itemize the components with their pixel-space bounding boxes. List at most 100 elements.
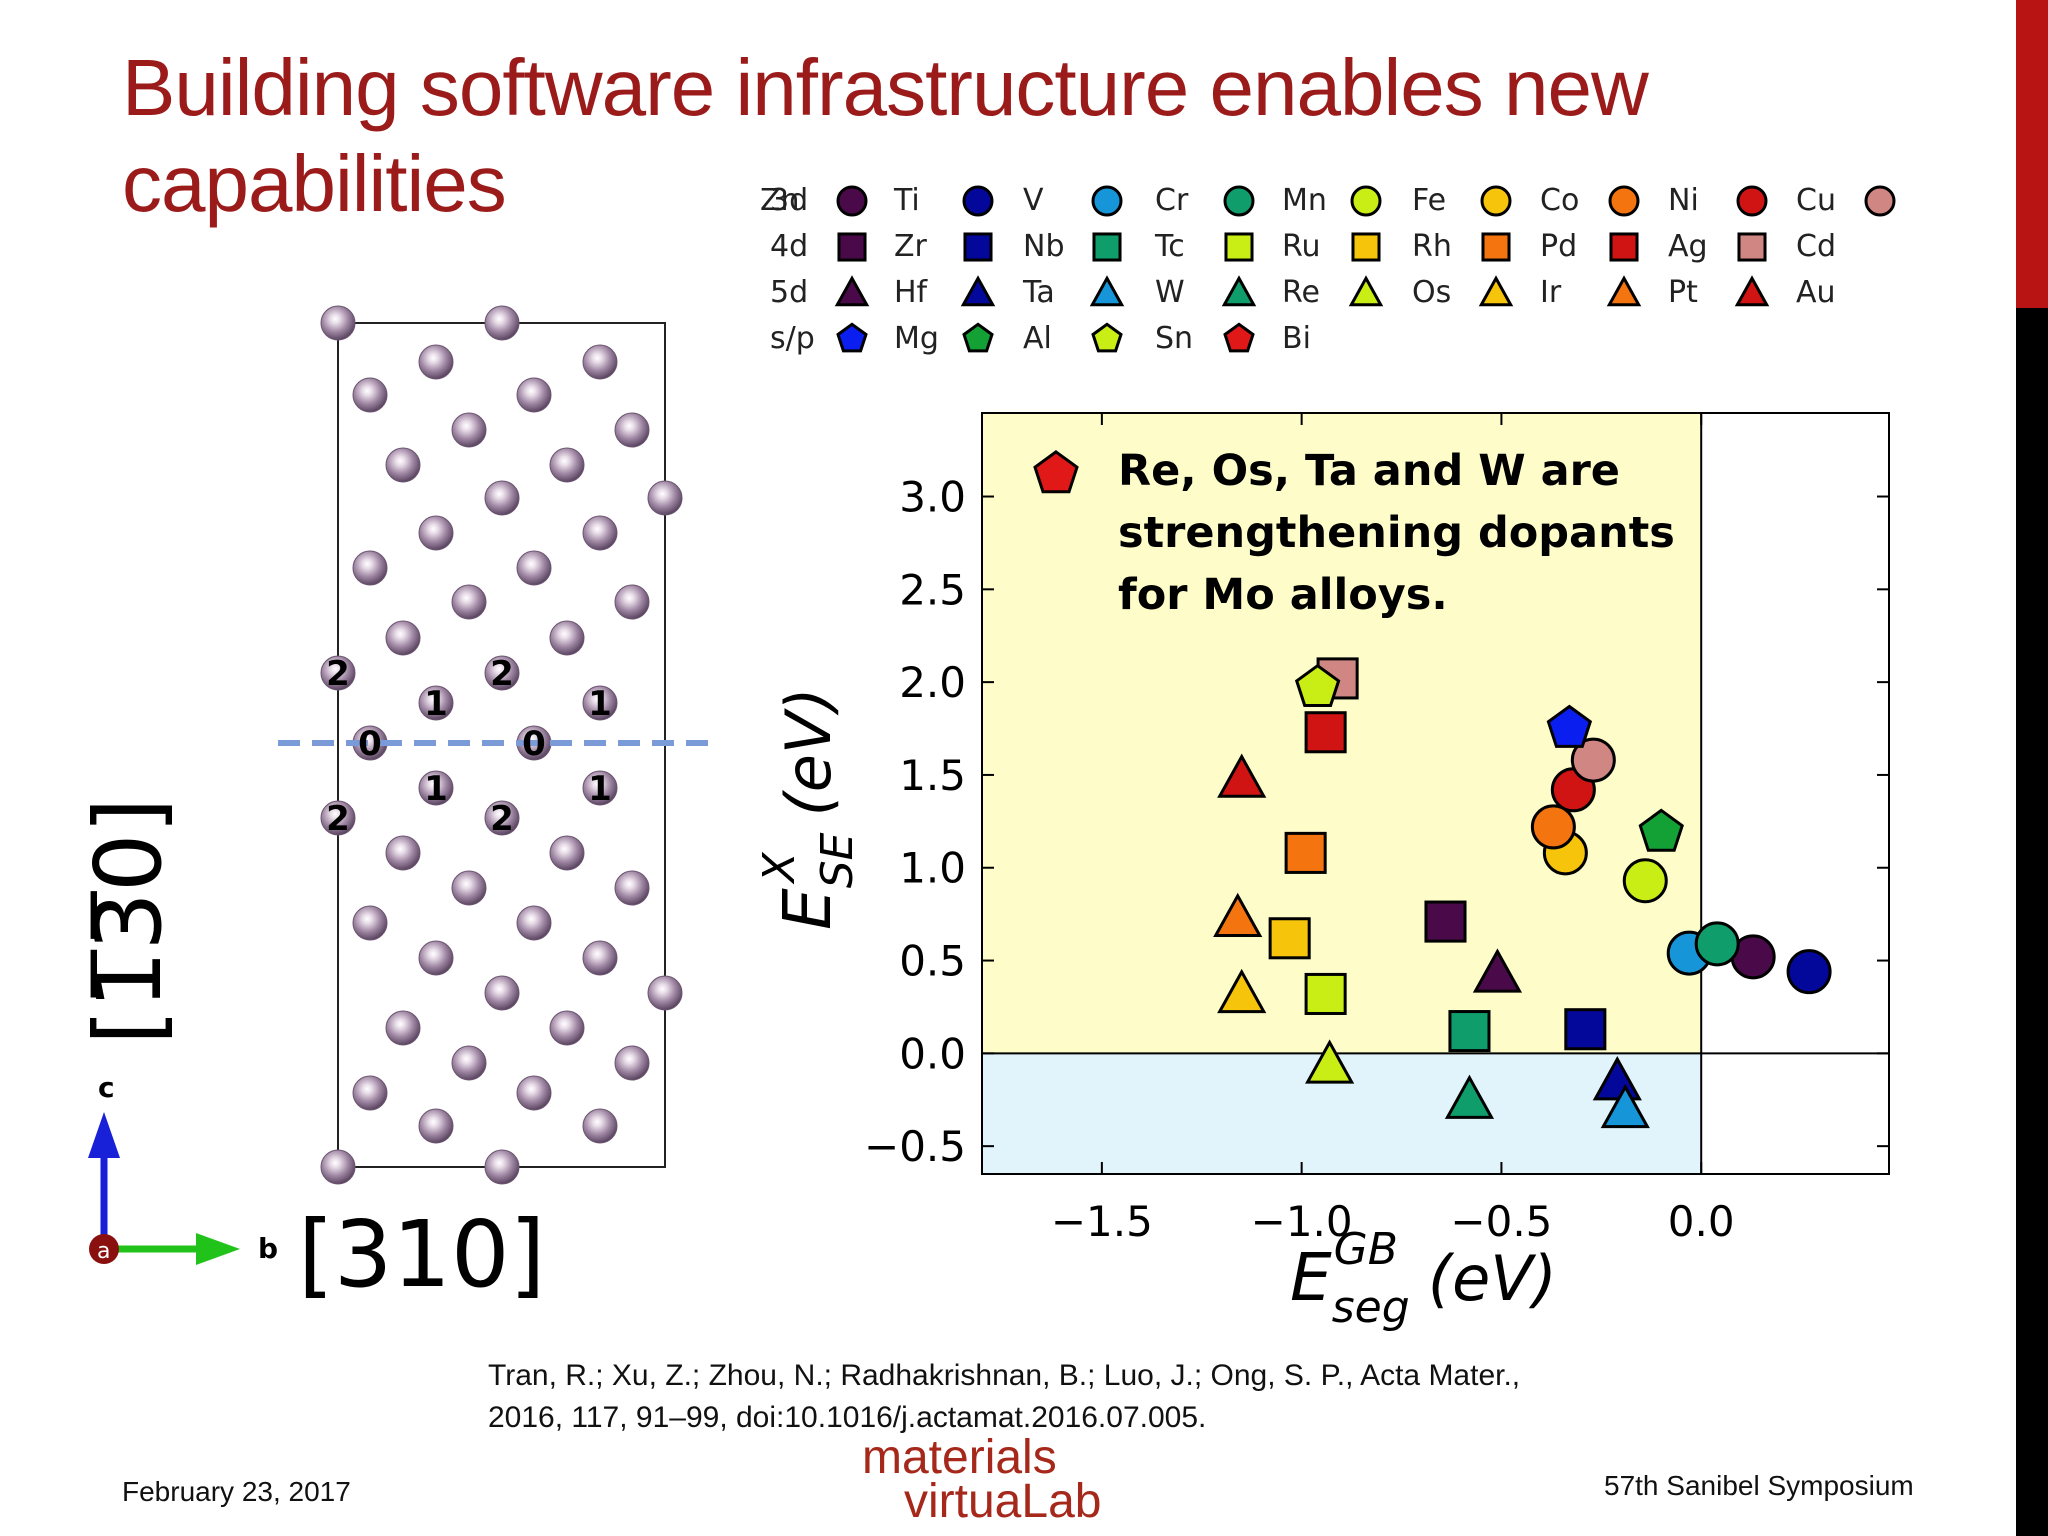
legend-row-label: 4d bbox=[770, 229, 809, 264]
data-point-pt bbox=[1213, 892, 1263, 937]
atom bbox=[484, 1149, 520, 1185]
b-axis-arrowhead bbox=[196, 1233, 240, 1265]
legend-item-ta: Ta bbox=[1023, 275, 1055, 310]
atom bbox=[484, 975, 520, 1011]
data-point-al bbox=[1294, 663, 1341, 707]
atom bbox=[516, 550, 552, 586]
footer-event: 57th Sanibel Symposium bbox=[1604, 1470, 1914, 1501]
atom bbox=[418, 344, 454, 380]
legend-marker bbox=[1224, 232, 1254, 262]
atom bbox=[418, 515, 454, 551]
legend-marker bbox=[1091, 322, 1123, 353]
atom bbox=[484, 800, 520, 836]
atom bbox=[484, 655, 520, 691]
data-point-mg bbox=[1638, 808, 1684, 852]
legend-marker bbox=[1734, 275, 1770, 307]
y-tick-label: 3.0 bbox=[899, 473, 966, 522]
legend-item-tc: Tc bbox=[1155, 229, 1185, 264]
atom bbox=[582, 770, 618, 806]
legend-item-hf: Hf bbox=[894, 275, 928, 310]
legend-item-co: Co bbox=[1540, 183, 1580, 218]
atom bbox=[549, 1010, 585, 1046]
legend-marker bbox=[1480, 185, 1512, 217]
footer-date: February 23, 2017 bbox=[122, 1476, 351, 1507]
negative-region bbox=[982, 1053, 1702, 1174]
legend-item-zr: Zr bbox=[894, 229, 927, 264]
atom bbox=[451, 412, 487, 448]
data-point-co bbox=[1542, 830, 1588, 876]
data-point-tc bbox=[1448, 1010, 1491, 1053]
legend-markers bbox=[834, 185, 1896, 353]
data-point-ag bbox=[1304, 711, 1347, 754]
legend-item-pd: Pd bbox=[1540, 229, 1578, 264]
data-point-mn bbox=[1694, 921, 1740, 967]
atom bbox=[582, 344, 618, 380]
atom bbox=[516, 377, 552, 413]
citation: Tran, R.; Xu, Z.; Zhou, N.; Radhakrishna… bbox=[488, 1355, 1588, 1439]
data-point-pd bbox=[1284, 831, 1327, 874]
atom bbox=[516, 1075, 552, 1111]
atom bbox=[418, 940, 454, 976]
atom bbox=[320, 305, 356, 341]
legend-marker bbox=[837, 232, 867, 262]
horizontal-direction-label: [310] bbox=[298, 1201, 545, 1308]
site-label: 0 bbox=[522, 724, 546, 764]
a-axis-label: a bbox=[97, 1239, 110, 1264]
data-point-zn bbox=[1570, 737, 1616, 783]
y-tick-label: 0.0 bbox=[899, 1029, 966, 1078]
legend-item-ti: Ti bbox=[894, 183, 920, 218]
legend-marker bbox=[963, 232, 993, 262]
chart-legend: 3d Ti V Cr Mn Fe Co Ni Cu Zn 4d Zr Nb Tc Ru Rh Pd Ag Cd 5d H… bbox=[760, 180, 2000, 360]
legend-item-os: Os bbox=[1412, 275, 1452, 310]
x-tick-label: −1.0 bbox=[1251, 1197, 1353, 1246]
legend-item-al: Al bbox=[1023, 321, 1052, 356]
legend-item-ir: Ir bbox=[1540, 275, 1562, 310]
atom bbox=[418, 770, 454, 806]
legend-item-ru: Ru bbox=[1282, 229, 1321, 264]
citation-line-1: Tran, R.; Xu, Z.; Zhou, N.; Radhakrishna… bbox=[488, 1359, 1521, 1392]
atom bbox=[614, 870, 650, 906]
atom bbox=[614, 584, 650, 620]
legend-item-au: Au bbox=[1796, 275, 1836, 310]
atom bbox=[352, 377, 388, 413]
legend-item-w: W bbox=[1155, 275, 1185, 310]
vertical-direction-label: [1̅3̅0] bbox=[75, 798, 182, 1045]
legend-marker bbox=[1223, 322, 1255, 353]
data-point-ti bbox=[1730, 934, 1776, 980]
atom bbox=[582, 940, 618, 976]
legend-item-rh: Rh bbox=[1412, 229, 1452, 264]
atom bbox=[418, 685, 454, 721]
site-label: 1 bbox=[588, 769, 612, 809]
atom bbox=[614, 1045, 650, 1081]
legend-marker bbox=[836, 185, 868, 217]
x-tick-label: −1.5 bbox=[1051, 1197, 1153, 1246]
data-point-ni bbox=[1530, 804, 1576, 850]
atom bbox=[352, 1075, 388, 1111]
data-point-re bbox=[1444, 1074, 1495, 1119]
legend-marker bbox=[1736, 185, 1768, 217]
legend-item-ag: Ag bbox=[1668, 229, 1708, 264]
atom bbox=[385, 620, 421, 656]
atom bbox=[549, 447, 585, 483]
y-tick-label: 0.5 bbox=[899, 937, 966, 986]
data-point-zr bbox=[1424, 900, 1467, 943]
y-tick-label: 2.0 bbox=[899, 658, 966, 707]
legend-row-label: 3d bbox=[770, 183, 809, 218]
materials-virtual-lab-logo: materials virtuaLab bbox=[860, 1434, 1140, 1536]
atom bbox=[352, 905, 388, 941]
legend-marker bbox=[1223, 185, 1255, 217]
crystal-structure-diagram: 2 1 2 1 0 0 1 1 2 2 a c b [310] [1̅3̅0] bbox=[75, 305, 712, 1308]
legend-item-mn: Mn bbox=[1282, 183, 1327, 218]
b-axis-label: b bbox=[258, 1232, 278, 1265]
atom bbox=[549, 835, 585, 871]
site-label: 2 bbox=[326, 654, 350, 694]
atom bbox=[516, 905, 552, 941]
legend-item-mg: Mg bbox=[894, 321, 939, 356]
logo-line-2: virtuaLab bbox=[904, 1475, 1102, 1528]
atom bbox=[582, 1108, 618, 1144]
legend-row-label: s/p bbox=[770, 321, 815, 356]
legend-marker bbox=[960, 275, 996, 307]
data-point-rh bbox=[1268, 917, 1311, 960]
data-point-au bbox=[1217, 753, 1267, 798]
atom bbox=[614, 412, 650, 448]
